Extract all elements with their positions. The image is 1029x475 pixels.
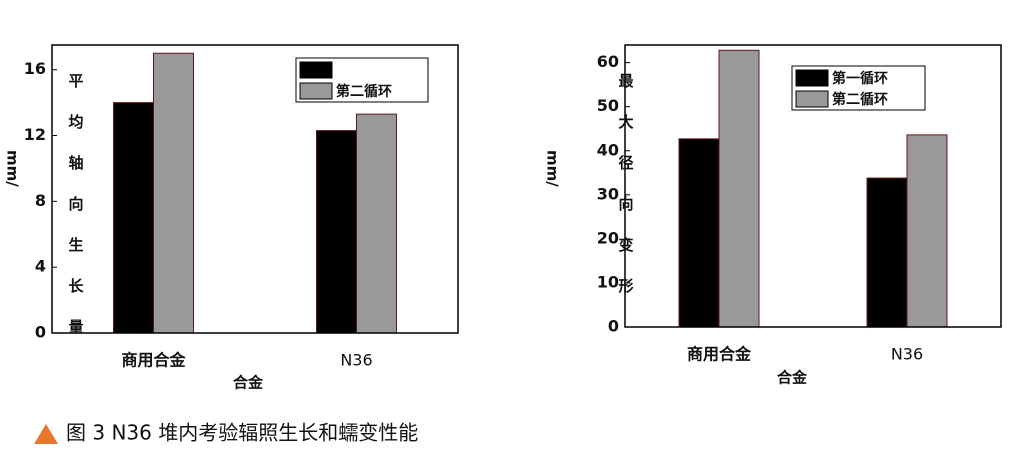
x-tick-label: 商用合金: [687, 345, 752, 364]
bar: [678, 138, 720, 328]
y-tick-label: 16: [24, 59, 46, 78]
y-tick-label: 50: [597, 96, 619, 115]
legend-label: 第二循环: [832, 91, 888, 108]
bar: [356, 113, 397, 334]
x-tick-label: N36: [891, 345, 923, 364]
bar: [153, 52, 194, 334]
x-tick-label: N36: [340, 351, 372, 370]
y-tick-label: 60: [597, 52, 619, 71]
plot-frame: [51, 44, 459, 334]
plot-frame: [624, 44, 1002, 328]
x-axis-label: 合金: [776, 369, 808, 387]
legend-swatch: [299, 61, 333, 79]
y-unit: mm/: [544, 150, 562, 187]
caption-marker: [34, 424, 58, 444]
bar: [113, 102, 154, 334]
y-tick-label: 10: [597, 272, 619, 291]
y-axis-label: 平均轴向生长量: [67, 73, 85, 360]
legend-swatch: [795, 90, 829, 108]
y-unit: mm/: [4, 150, 22, 187]
caption: 图 3 N36 堆内考验辐照生长和蠕变性能: [66, 421, 418, 445]
y-tick-label: 20: [597, 228, 619, 247]
x-tick-label: 商用合金: [121, 351, 186, 370]
legend-swatch: [299, 82, 333, 100]
y-tick-label: 0: [608, 317, 619, 336]
y-tick-label: 8: [35, 191, 46, 210]
bar: [866, 177, 908, 328]
y-tick-label: 0: [35, 323, 46, 342]
bar: [316, 130, 357, 334]
y-tick-label: 12: [24, 125, 46, 144]
y-tick-label: 4: [35, 257, 46, 276]
bar: [718, 49, 760, 328]
y-tick-label: 30: [597, 184, 619, 203]
bar: [906, 134, 948, 328]
y-tick-label: 40: [597, 140, 619, 159]
y-axis-label: 最大径向变形: [617, 72, 635, 319]
x-axis-label: 合金: [232, 374, 264, 392]
legend-swatch: [795, 69, 829, 87]
legend-label: 第一循环: [832, 70, 888, 87]
legend-label: 第二循环: [336, 83, 392, 100]
